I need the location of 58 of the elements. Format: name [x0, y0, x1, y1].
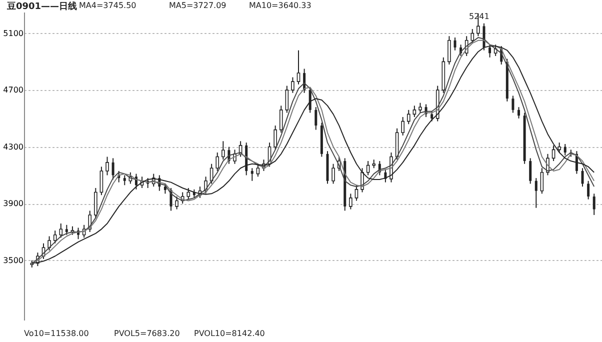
candlestick [552, 144, 556, 162]
candlestick [587, 180, 590, 200]
candlestick [512, 95, 514, 114]
candlestick [430, 110, 434, 122]
candlestick [581, 168, 584, 188]
text: MA10=3640.33 [249, 1, 312, 10]
candlestick [366, 160, 370, 176]
candlestick [164, 183, 166, 194]
y-tick-label: 4700 [3, 86, 24, 95]
y-tick-label: 3900 [3, 199, 24, 208]
candlestick [448, 36, 451, 66]
text: Vo10=11538.00 [24, 329, 89, 338]
candlestick [518, 106, 520, 119]
candlestick [48, 236, 51, 251]
candlestick [186, 188, 190, 200]
candlestick [279, 105, 283, 134]
candlestick [564, 144, 566, 156]
candlestick [349, 193, 352, 210]
text: MA4=3745.50 [79, 1, 136, 10]
candlestick [592, 193, 596, 216]
candlestick [354, 184, 358, 202]
candlestick [175, 196, 178, 210]
candlestick [540, 168, 544, 194]
candlestick [94, 188, 98, 218]
candlestick [412, 105, 416, 118]
candlestick [529, 158, 532, 184]
candlestick [65, 224, 68, 236]
text: PVOL5=7683.20 [114, 329, 180, 338]
candlestick [296, 50, 300, 85]
y-tick-label: 4300 [3, 142, 24, 152]
y-tick-label: 5100 [3, 28, 24, 38]
text: PVOL10=8142.40 [194, 329, 265, 338]
candlestick [100, 166, 104, 196]
y-tick-label: 3500 [3, 256, 24, 265]
candlestick [285, 85, 289, 114]
candlestick [470, 28, 474, 44]
candlestick [401, 116, 404, 136]
candlestick [332, 163, 335, 184]
candlestick [53, 230, 57, 244]
candlestick [418, 102, 422, 114]
chart-title: 豆0901——日线 [6, 1, 78, 12]
candlestick [454, 37, 456, 51]
candlestick [112, 158, 114, 180]
candlestick [216, 152, 220, 172]
candlestick [534, 178, 538, 208]
candlestick [250, 168, 254, 182]
candlestick [314, 106, 318, 130]
candlestick [256, 163, 260, 178]
candlestick [222, 140, 225, 160]
candlestick [59, 222, 63, 238]
candlestick [106, 156, 109, 176]
candlestick [558, 142, 561, 154]
candlestick [308, 86, 312, 114]
candlestick [274, 125, 277, 150]
candlestick [123, 174, 126, 186]
candlestick [406, 109, 410, 125]
text: MA5=3727.09 [169, 1, 226, 10]
candlestick [291, 76, 294, 94]
